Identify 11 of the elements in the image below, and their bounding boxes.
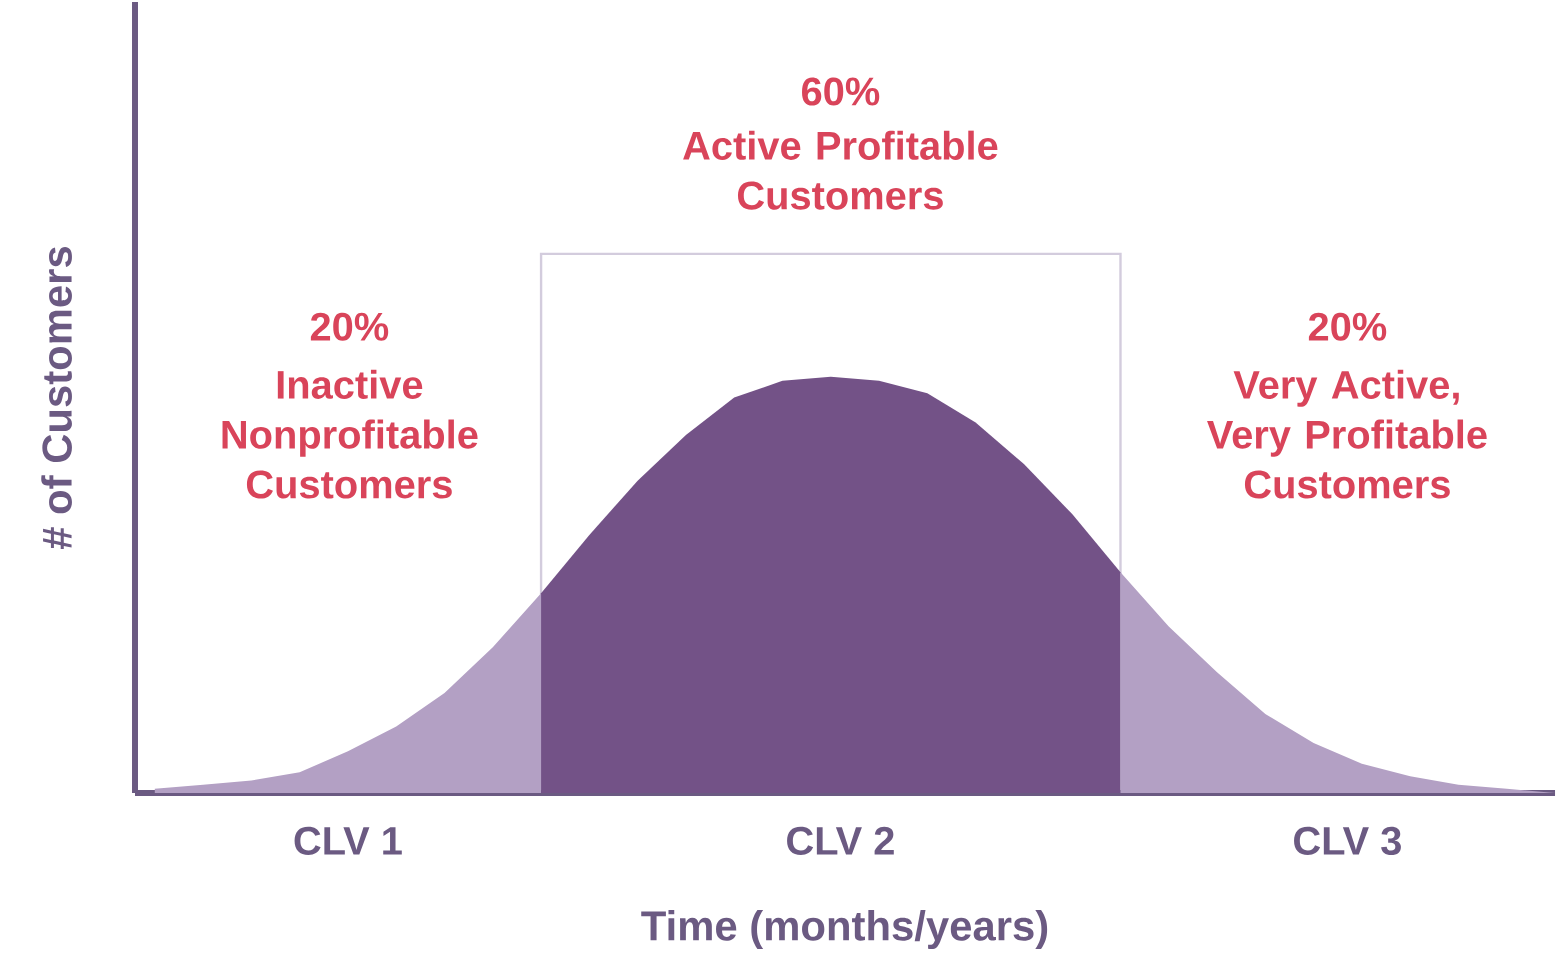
text: CLV 3 (1294, 826, 1401, 855)
annotation: Very Active, Very Profitable Customers (1207, 369, 1487, 499)
y-axis-title: # of Customers (41, 246, 72, 550)
text: 60% (802, 77, 880, 106)
text: Active Profitable Customers (683, 130, 998, 210)
text: CLV 2 (787, 826, 894, 855)
text: 20% (1308, 312, 1387, 341)
x-axis-title: Time (months/years) (641, 910, 1048, 950)
annotation: Inactive Nonprofitable Customers (222, 369, 478, 499)
text: 20% (310, 312, 389, 341)
text: CLV 1 (294, 826, 402, 855)
